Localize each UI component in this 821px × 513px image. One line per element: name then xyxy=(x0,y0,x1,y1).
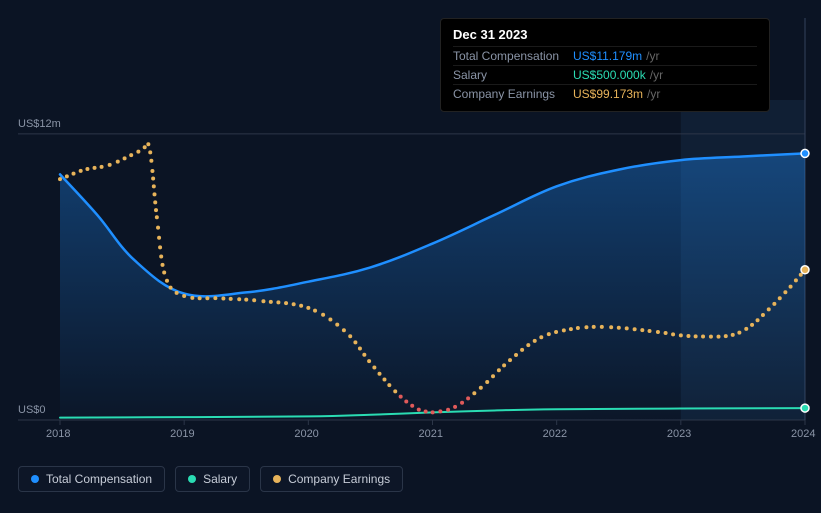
legend-item[interactable]: Salary xyxy=(175,466,250,492)
legend-label: Total Compensation xyxy=(46,472,152,486)
x-axis-tick-label: 2018 xyxy=(46,428,70,440)
legend-dot-icon xyxy=(188,475,196,483)
x-axis-tick-label: 2024 xyxy=(791,428,815,440)
legend-dot-icon xyxy=(31,475,39,483)
x-axis-tick-label: 2022 xyxy=(543,428,567,440)
x-axis-tick-label: 2020 xyxy=(294,428,318,440)
legend-dot-icon xyxy=(273,475,281,483)
x-axis-tick-label: 2023 xyxy=(667,428,691,440)
compensation-chart: US$12m US$0 2018 2019 2020 2021 2022 2023 2024… xyxy=(0,0,821,508)
y-axis-label-bottom: US$0 xyxy=(18,404,46,416)
legend-item[interactable]: Total Compensation xyxy=(18,466,165,492)
tooltip-metric-suffix: /yr xyxy=(650,68,663,82)
x-axis-tick-label: 2019 xyxy=(170,428,194,440)
legend-label: Company Earnings xyxy=(288,472,390,486)
tooltip-metric-label: Company Earnings xyxy=(453,87,573,101)
tooltip-metric-suffix: /yr xyxy=(647,87,660,101)
tooltip-metric-label: Total Compensation xyxy=(453,49,573,63)
tooltip-row: Total CompensationUS$11.179m/yr xyxy=(453,46,757,65)
tooltip-row: Company EarningsUS$99.173m/yr xyxy=(453,84,757,103)
tooltip-metric-value: US$500.000k xyxy=(573,68,646,82)
legend-label: Salary xyxy=(203,472,237,486)
tooltip-metric-value: US$11.179m xyxy=(573,49,642,63)
chart-tooltip: Dec 31 2023 Total CompensationUS$11.179m… xyxy=(440,18,770,112)
legend-item[interactable]: Company Earnings xyxy=(260,466,403,492)
tooltip-metric-label: Salary xyxy=(453,68,573,82)
y-axis-label-top: US$12m xyxy=(18,118,61,130)
chart-legend: Total Compensation Salary Company Earnings xyxy=(18,466,403,492)
tooltip-metric-value: US$99.173m xyxy=(573,87,643,101)
x-axis-tick-label: 2021 xyxy=(419,428,443,440)
tooltip-date: Dec 31 2023 xyxy=(453,27,757,42)
tooltip-metric-suffix: /yr xyxy=(646,49,659,63)
tooltip-row: SalaryUS$500.000k/yr xyxy=(453,65,757,84)
